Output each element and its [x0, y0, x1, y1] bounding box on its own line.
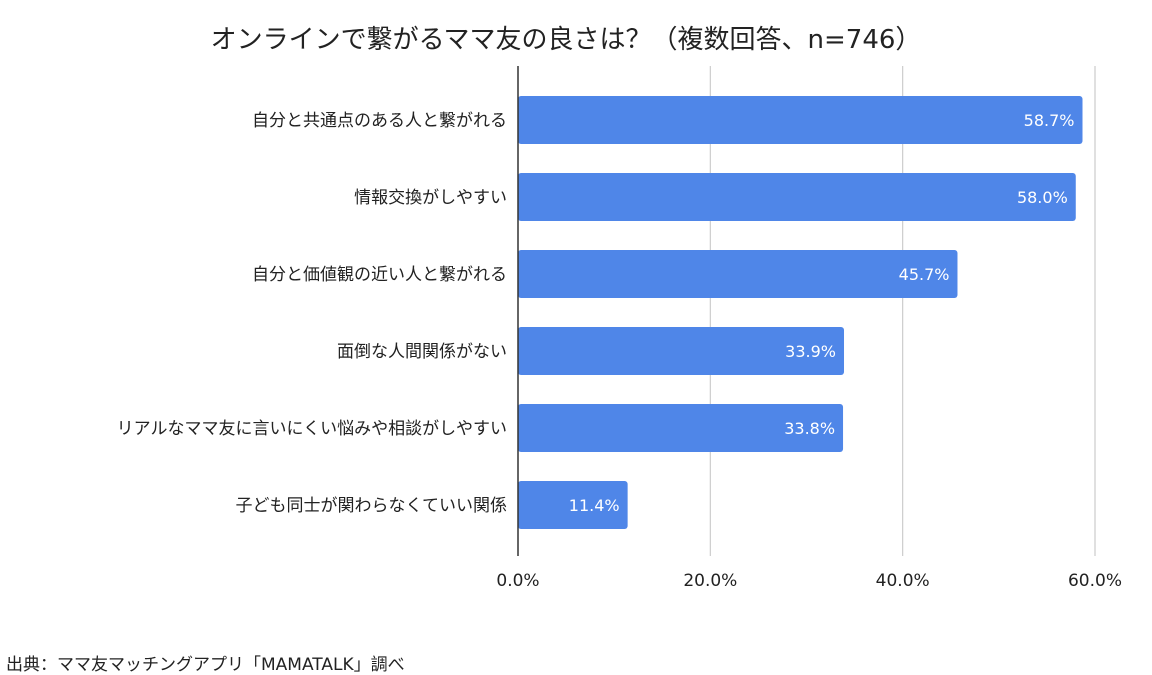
category-label: リアルなママ友に言いにくい悩みや相談がしやすい: [117, 419, 507, 439]
bar: [518, 481, 628, 529]
gridlines: [709, 66, 1096, 556]
bar: [518, 404, 844, 452]
labels: 0.0% 20.0% 40.0% 60.0% 58.7% 自分と共通点のある人と繋がれる 5…: [117, 111, 1122, 591]
data-label: 33.8%: [784, 419, 835, 438]
data-label: 58.0%: [1017, 188, 1068, 207]
bar: [518, 96, 1083, 144]
category-label: 面倒な人間関係がない: [337, 342, 507, 362]
bar: [518, 327, 845, 375]
x-tick-label: 40.0%: [876, 571, 930, 591]
data-label: 45.7%: [899, 265, 950, 284]
data-label: 33.9%: [785, 342, 836, 361]
category-label: 自分と共通点のある人と繋がれる: [252, 111, 507, 131]
bars: [518, 96, 1083, 529]
data-label: 11.4%: [569, 496, 620, 515]
chart-title: オンラインで繋がるママ友の良さは？（複数回答、n=746）: [211, 25, 922, 55]
category-label: 子ども同士が関わらなくていい関係: [236, 496, 508, 516]
source-note: 出典：ママ友マッチングアプリ「MAMATALK」調べ: [6, 655, 405, 675]
bar: [518, 250, 958, 298]
x-tick-label: 60.0%: [1068, 571, 1122, 591]
category-label: 自分と価値観の近い人と繋がれる: [252, 265, 507, 285]
bar: [518, 173, 1076, 221]
x-tick-label: 0.0%: [496, 571, 539, 591]
data-label: 58.7%: [1024, 111, 1075, 130]
category-label: 情報交換がしやすい: [354, 188, 507, 208]
x-tick-label: 20.0%: [683, 571, 737, 591]
